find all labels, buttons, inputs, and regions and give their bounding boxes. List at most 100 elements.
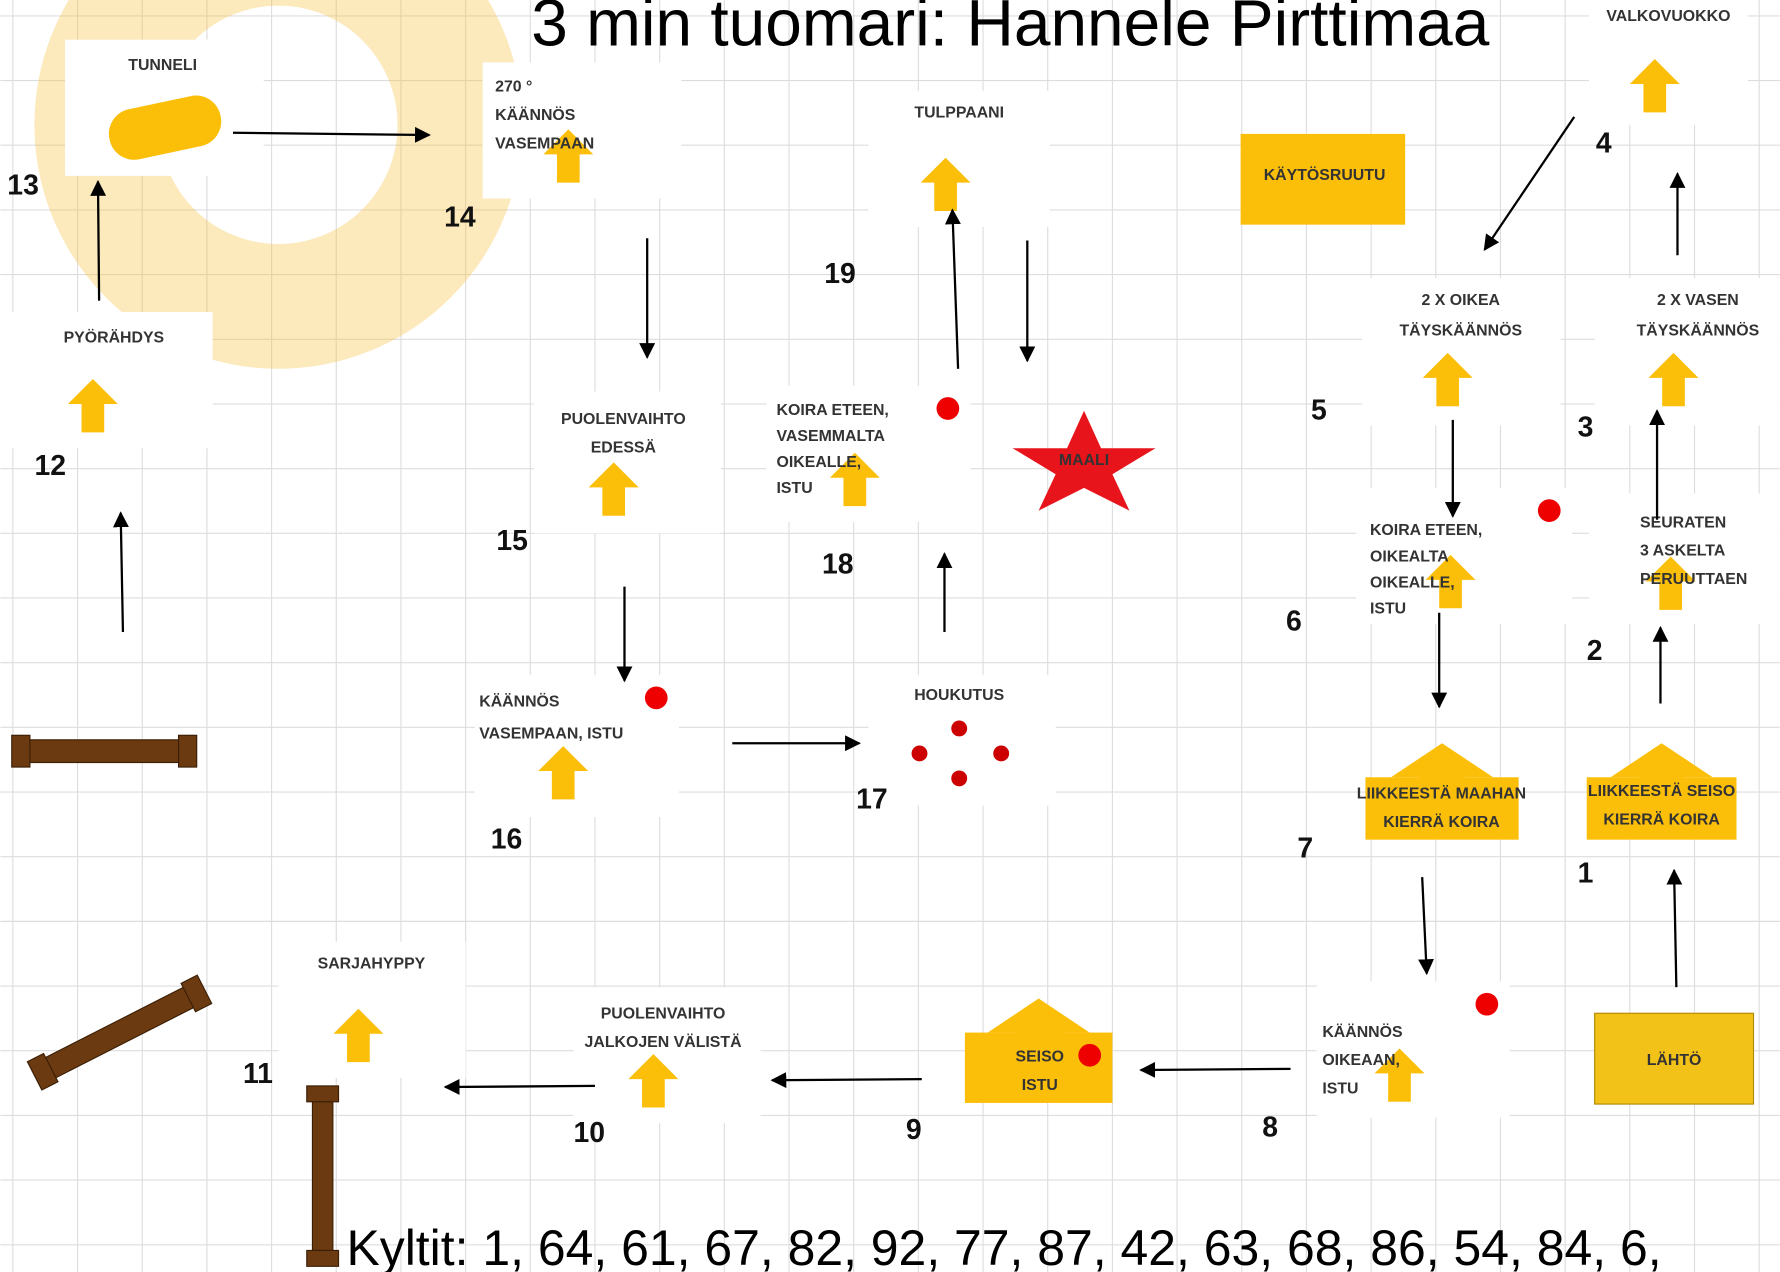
station-number: 15 [496,525,528,557]
sign-text: ISTU [1322,1081,1358,1098]
sign-text: 2 X OIKEA [1421,292,1500,309]
stop-icon [937,397,960,420]
station-number: 11 [243,1058,273,1090]
sign-text: PERUUTTAEN [1640,571,1747,588]
sign-text: ISTU [777,480,813,497]
sign-text: OIKEALLE, [777,454,862,471]
stop-icon [1476,993,1499,1016]
station-number: 13 [7,170,39,202]
station-number: 12 [35,450,67,482]
route-arrow [1422,877,1427,973]
station-number: 17 [856,784,888,816]
title: 3 min tuomari: Hannele Pirttimaa [531,0,1490,59]
sign-text: JALKOJEN VÄLISTÄ [585,1033,743,1051]
sign: LIIKKEESTÄ SEISO KIERRÄ KOIRA [1587,743,1737,839]
sign: KÄYTÖSRUUTU [1241,134,1406,225]
station-number: 2 [1587,635,1603,667]
station-number: 6 [1286,605,1302,637]
sign: SEURATEN3 ASKELTAPERUUTTAEN [1589,494,1780,624]
lure-dot [951,721,967,737]
sign: KÄÄNNÖS VASEMPAAN, ISTU [475,675,679,817]
sign-text: VASEMPAAN, ISTU [479,725,623,742]
sign-text: ISTU [1370,601,1406,618]
sign-text: PYÖRÄHDYS [64,327,165,346]
sign-text: TÄYSKÄÄNNÖS [1399,321,1522,340]
sign-text: KIERRÄ KOIRA [1603,811,1720,829]
station-number: 7 [1297,832,1313,864]
stop-icon [645,686,668,709]
sign: HOUKUTUS [868,675,1055,805]
sign: 270 ° KÄÄNNÖS VASEMPAAN [483,62,682,198]
station-number: 5 [1311,394,1327,426]
sign: SEISO ISTU [965,999,1113,1103]
sign-text: VASEMPAAN [495,135,594,152]
sign: 2 X OIKEA TÄYSKÄÄNNÖS [1362,278,1561,426]
route-arrow [1674,870,1676,987]
station-number: 19 [824,258,856,290]
sign-text: HOUKUTUS [914,687,1004,704]
station-number: 1 [1578,857,1594,889]
sign: PUOLENVAIHTOEDESSÄ [534,391,721,533]
sign: SARJAHYPPY [278,942,465,1078]
sign: MAALI [1013,411,1156,511]
sign-text: ISTU [1022,1077,1058,1094]
sign-text: SARJAHYPPY [318,956,426,973]
station-number: 16 [491,823,523,855]
sign: KOIRA ETEEN, VASEMMALTA OIKEALLE, ISTU [766,386,970,522]
sign: PYÖRÄHDYS [0,312,212,448]
sign: 2 X VASEN TÄYSKÄÄNNÖS [1595,278,1780,426]
stop-icon [1078,1044,1101,1067]
sign-text: OIKEALTA [1370,548,1449,565]
sign-text: KIERRÄ KOIRA [1383,813,1500,831]
course-map: 3 min tuomari: Hannele Pirttimaa TUNNELI… [0,0,1780,1272]
sign-text: KÄÄNNÖS [495,105,575,124]
sign: TUNNELI [65,40,264,176]
sign-text: LIIKKEESTÄ MAAHAN [1357,784,1526,802]
station-number: 4 [1596,128,1612,160]
sign-text: OIKEAAN, [1322,1052,1400,1069]
station-number: 18 [822,549,854,581]
sign-text: KÄÄNNÖS [479,692,559,711]
arrow-icon [1611,743,1713,779]
sign-text: 270 ° [495,79,532,96]
sign-text: TUNNELI [128,57,197,74]
sign: TULPPAANI [868,91,1050,227]
station-number: 10 [574,1117,606,1149]
sign-text: LÄHTÖ [1647,1050,1702,1069]
route-arrow [952,210,958,369]
sign-text: PUOLENVAIHTO [561,411,686,428]
sign-text: TULPPAANI [914,105,1004,122]
lure-dot [993,745,1009,761]
sign-text: SEISO [1016,1049,1065,1066]
sign-text: TÄYSKÄÄNNÖS [1637,321,1760,340]
station-number: 8 [1262,1112,1278,1144]
route-arrow [1141,1069,1291,1070]
sign-text: 3 ASKELTA [1640,543,1726,560]
sign: KÄÄNNÖS OIKEAAN, ISTU [1317,982,1510,1118]
route-arrow [445,1086,595,1087]
sign: LÄHTÖ [1595,1013,1754,1104]
sign-text: MAALI [1059,452,1109,469]
station-number: 9 [906,1114,922,1146]
route-arrow [98,182,99,301]
footer: Kyltit: 1, 64, 61, 67, 82, 92, 77, 87, 4… [346,1220,1661,1272]
sign-text: LIIKKEESTÄ SEISO [1588,782,1735,800]
arrow-icon [1391,743,1493,779]
lure-dot [951,770,967,786]
sign: VALKOVUOKKO [1589,0,1748,125]
sign-text: KOIRA ETEEN, [777,402,889,419]
sign-text: KÄÄNNÖS [1322,1022,1402,1041]
stop-icon [1538,499,1561,522]
route-arrow [772,1079,922,1080]
sign-text: KOIRA ETEEN, [1370,522,1482,539]
route-arrow [121,513,123,632]
sign-text: 2 X VASEN [1657,292,1739,309]
arrow-icon [988,999,1090,1035]
sign: PUOLENVAIHTO JALKOJEN VÄLISTÄ [573,987,760,1123]
route-arrow [1485,117,1575,250]
sign-text: PUOLENVAIHTO [601,1006,726,1023]
sign-text: VASEMMALTA [777,428,886,445]
sign-text: KÄYTÖSRUUTU [1264,165,1386,184]
sign-text: VALKOVUOKKO [1606,8,1730,25]
